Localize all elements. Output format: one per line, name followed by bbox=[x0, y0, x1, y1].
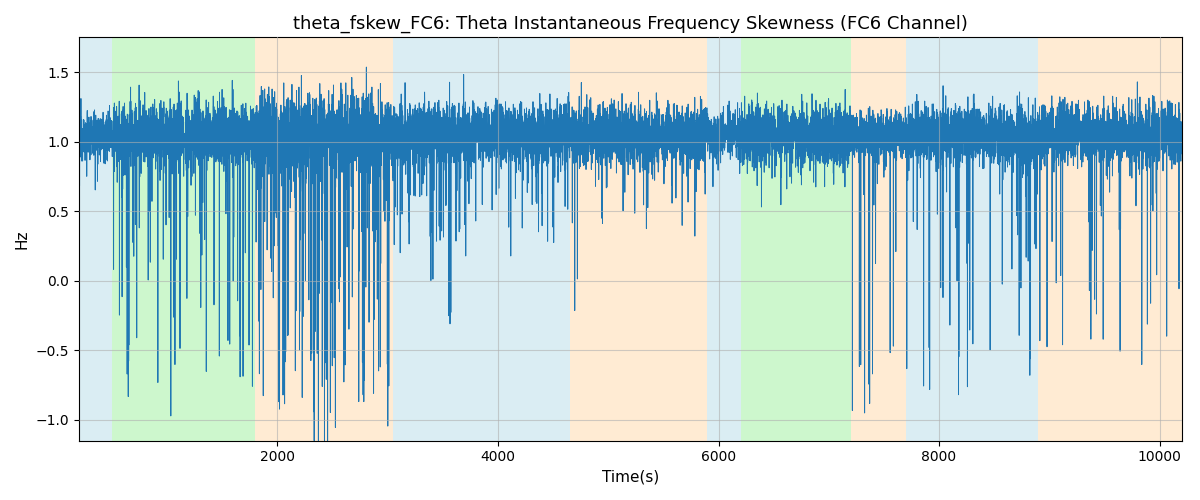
Bar bbox=[851, 38, 906, 440]
Bar bbox=[394, 38, 464, 440]
Bar bbox=[570, 38, 708, 440]
Bar bbox=[1038, 38, 1182, 440]
X-axis label: Time(s): Time(s) bbox=[601, 470, 659, 485]
Bar bbox=[79, 38, 112, 440]
Y-axis label: Hz: Hz bbox=[14, 230, 30, 249]
Title: theta_fskew_FC6: Theta Instantaneous Frequency Skewness (FC6 Channel): theta_fskew_FC6: Theta Instantaneous Fre… bbox=[293, 15, 967, 34]
Bar bbox=[464, 38, 570, 440]
Bar bbox=[906, 38, 1038, 440]
Bar bbox=[708, 38, 740, 440]
Bar bbox=[112, 38, 256, 440]
Bar bbox=[740, 38, 851, 440]
Bar bbox=[256, 38, 394, 440]
